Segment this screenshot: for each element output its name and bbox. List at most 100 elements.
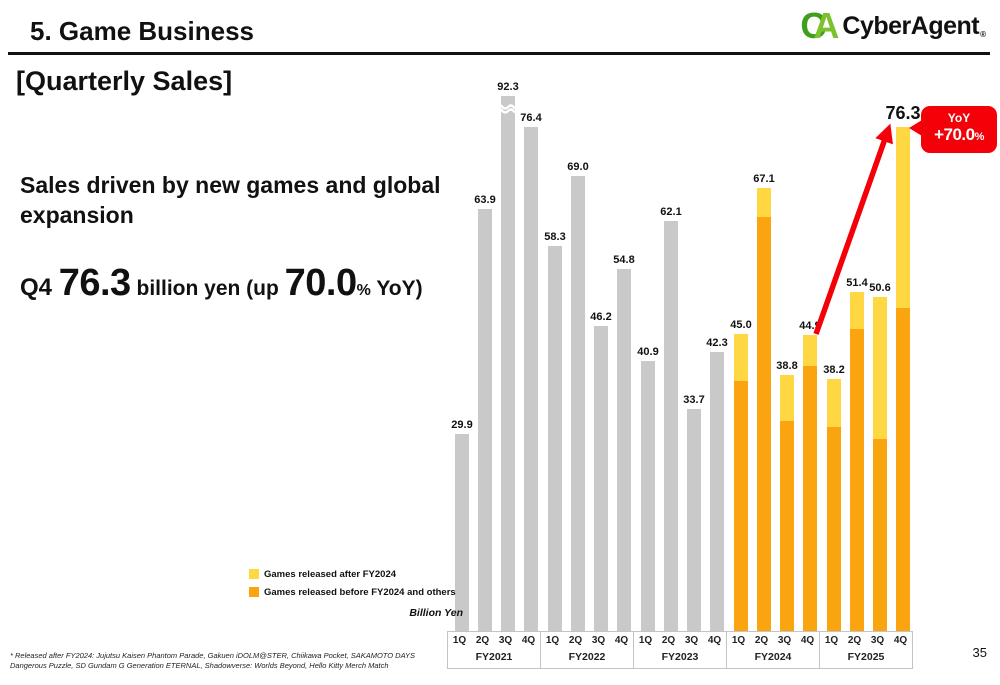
bar-value-label: 62.1 bbox=[660, 206, 682, 219]
bar-fy2025-1q bbox=[827, 378, 841, 631]
bar-value-label: 67.1 bbox=[753, 173, 775, 186]
kpi-pct-value: 70.0 bbox=[284, 262, 357, 304]
bar-fy2024-1q bbox=[734, 334, 748, 631]
kpi-value: 76.3 bbox=[58, 262, 131, 304]
bar-value-label: 38.8 bbox=[776, 359, 798, 372]
quarter-tick-label: 4Q bbox=[521, 635, 536, 647]
bar-segment-after-fy2024 bbox=[757, 188, 771, 218]
legend-swatch-orange-icon bbox=[249, 587, 259, 597]
quarter-tick-label: 3Q bbox=[777, 635, 792, 647]
quarter-tick-label: 2Q bbox=[754, 635, 769, 647]
legend-item-after-fy2024: Games released after FY2024 bbox=[249, 565, 456, 583]
bar-fy2025-3q bbox=[873, 297, 887, 631]
bar-segment-before-fy2024 bbox=[827, 427, 841, 631]
quarter-tick-label: 3Q bbox=[870, 635, 885, 647]
bar-fy2022-2q bbox=[571, 175, 585, 631]
bar-fy2024-4q bbox=[803, 334, 817, 631]
bar-fy2021-1q bbox=[455, 433, 469, 631]
fiscal-year-label: FY2022 bbox=[568, 651, 606, 664]
bar-value-label: 76.4 bbox=[520, 111, 542, 124]
page-title: 5. Game Business bbox=[30, 16, 254, 46]
quarter-tick-label: 4Q bbox=[800, 635, 815, 647]
quarter-labels-row: 1Q 2Q 3Q 4Q bbox=[820, 632, 912, 649]
bar-value-label: 44.9 bbox=[799, 319, 821, 332]
bar-fy2022-3q bbox=[594, 326, 608, 631]
axis-break-icon bbox=[496, 101, 520, 119]
section-heading: [Quarterly Sales] bbox=[16, 66, 233, 96]
bar-fy2023-2q bbox=[664, 221, 678, 631]
fiscal-year-label: FY2021 bbox=[475, 651, 513, 664]
bar-segment-after-fy2024 bbox=[873, 297, 887, 439]
yoy-label: YoY bbox=[947, 111, 971, 125]
bar-value-label: 92.3 bbox=[497, 81, 519, 93]
axis-group-fy2023: 1Q 2Q 3Q 4Q FY2023 bbox=[633, 632, 726, 668]
bar-segment-before-fy2024 bbox=[850, 328, 864, 631]
quarter-tick-label: 2Q bbox=[475, 635, 490, 647]
bar-segment-after-fy2024 bbox=[780, 374, 794, 422]
legend-swatch-yellow-icon bbox=[249, 569, 259, 579]
bar-fy2021-4q bbox=[524, 126, 538, 631]
title-divider bbox=[8, 52, 990, 55]
bar-segment-before-fy2024 bbox=[757, 217, 771, 631]
bar-fy2023-1q bbox=[641, 361, 655, 631]
fiscal-year-label: FY2024 bbox=[754, 651, 792, 664]
footnote-text: * Released after FY2024: Jujutsu Kaisen … bbox=[10, 651, 416, 670]
quarter-tick-label: 1Q bbox=[731, 635, 746, 647]
quarter-tick-label: 3Q bbox=[591, 635, 606, 647]
kpi-line: Q4 76.3 billion yen (up 70.0 % YoY) bbox=[20, 262, 423, 305]
bar-segment-before-fy2024 bbox=[734, 380, 748, 631]
bar-value-label: 54.8 bbox=[613, 254, 635, 267]
registered-mark: ® bbox=[980, 30, 986, 39]
bar-value-label: 42.3 bbox=[706, 336, 728, 349]
axis-group-fy2025: 1Q 2Q 3Q 4Q FY2025 bbox=[819, 632, 912, 668]
bar-fy2022-4q bbox=[617, 269, 631, 631]
legend-label: Games released before FY2024 and others bbox=[264, 586, 456, 598]
bar-segment-after-fy2024 bbox=[734, 334, 748, 381]
kpi-quarter: Q4 bbox=[20, 274, 59, 301]
bar-value-label: 46.2 bbox=[590, 311, 612, 324]
bar-fy2021-3q bbox=[501, 96, 515, 631]
bar-fy2021-2q bbox=[478, 209, 492, 631]
quarter-labels-row: 1Q 2Q 3Q 4Q bbox=[541, 632, 633, 649]
quarter-tick-label: 2Q bbox=[661, 635, 676, 647]
bar-value-label: 29.9 bbox=[451, 418, 473, 431]
kpi-unit: billion yen (up bbox=[130, 277, 285, 300]
bar-segment-before-fy2024 bbox=[803, 365, 817, 631]
axis-group-fy2021: 1Q 2Q 3Q 4Q FY2021 bbox=[448, 632, 540, 668]
bar-value-label: 45.0 bbox=[730, 319, 752, 331]
chart-legend: Games released after FY2024 Games releas… bbox=[249, 565, 456, 601]
yoy-callout-badge: YoY +70.0% bbox=[909, 106, 997, 153]
bar-value-label: 40.9 bbox=[637, 346, 659, 359]
x-axis-table: 1Q 2Q 3Q 4Q FY2021 1Q 2Q 3Q 4Q FY2022 1Q 2Q 3Q 4Q FY20… bbox=[447, 631, 913, 669]
bar-segment-after-fy2024 bbox=[827, 378, 841, 428]
bar-segment-before-fy2024 bbox=[873, 438, 887, 631]
bar-value-label: 76.3 bbox=[885, 103, 921, 124]
axis-unit-label: Billion Yen bbox=[409, 607, 463, 619]
bar-value-label: 58.3 bbox=[544, 231, 566, 244]
legend-label: Games released after FY2024 bbox=[264, 568, 397, 580]
page-number: 35 bbox=[972, 645, 987, 660]
quarter-tick-label: 1Q bbox=[638, 635, 653, 647]
bar-segment-after-fy2024 bbox=[850, 291, 864, 329]
quarter-tick-label: 1Q bbox=[545, 635, 560, 647]
logo-wordmark: CyberAgent bbox=[842, 11, 980, 40]
cyberagent-mark-icon: CA bbox=[800, 5, 839, 46]
bar-fy2025-4q bbox=[896, 127, 910, 631]
bar-fy2022-1q bbox=[548, 246, 562, 631]
quarter-tick-label: 1Q bbox=[824, 635, 839, 647]
fiscal-year-label: FY2023 bbox=[661, 651, 699, 664]
headline-text: Sales driven by new games and global exp… bbox=[20, 172, 441, 228]
bar-fy2024-2q bbox=[757, 188, 771, 631]
bar-fy2023-4q bbox=[710, 351, 724, 631]
kpi-yoy-suffix: YoY) bbox=[370, 277, 423, 300]
quarter-labels-row: 1Q 2Q 3Q 4Q bbox=[448, 632, 540, 649]
bar-value-label: 63.9 bbox=[474, 194, 496, 207]
axis-group-fy2022: 1Q 2Q 3Q 4Q FY2022 bbox=[540, 632, 633, 668]
cyberagent-logo: CA CyberAgent ® bbox=[800, 8, 986, 44]
quarter-tick-label: 3Q bbox=[498, 635, 513, 647]
quarter-tick-label: 2Q bbox=[847, 635, 862, 647]
bar-fy2025-2q bbox=[850, 291, 864, 631]
callout-tail-icon bbox=[909, 120, 922, 136]
